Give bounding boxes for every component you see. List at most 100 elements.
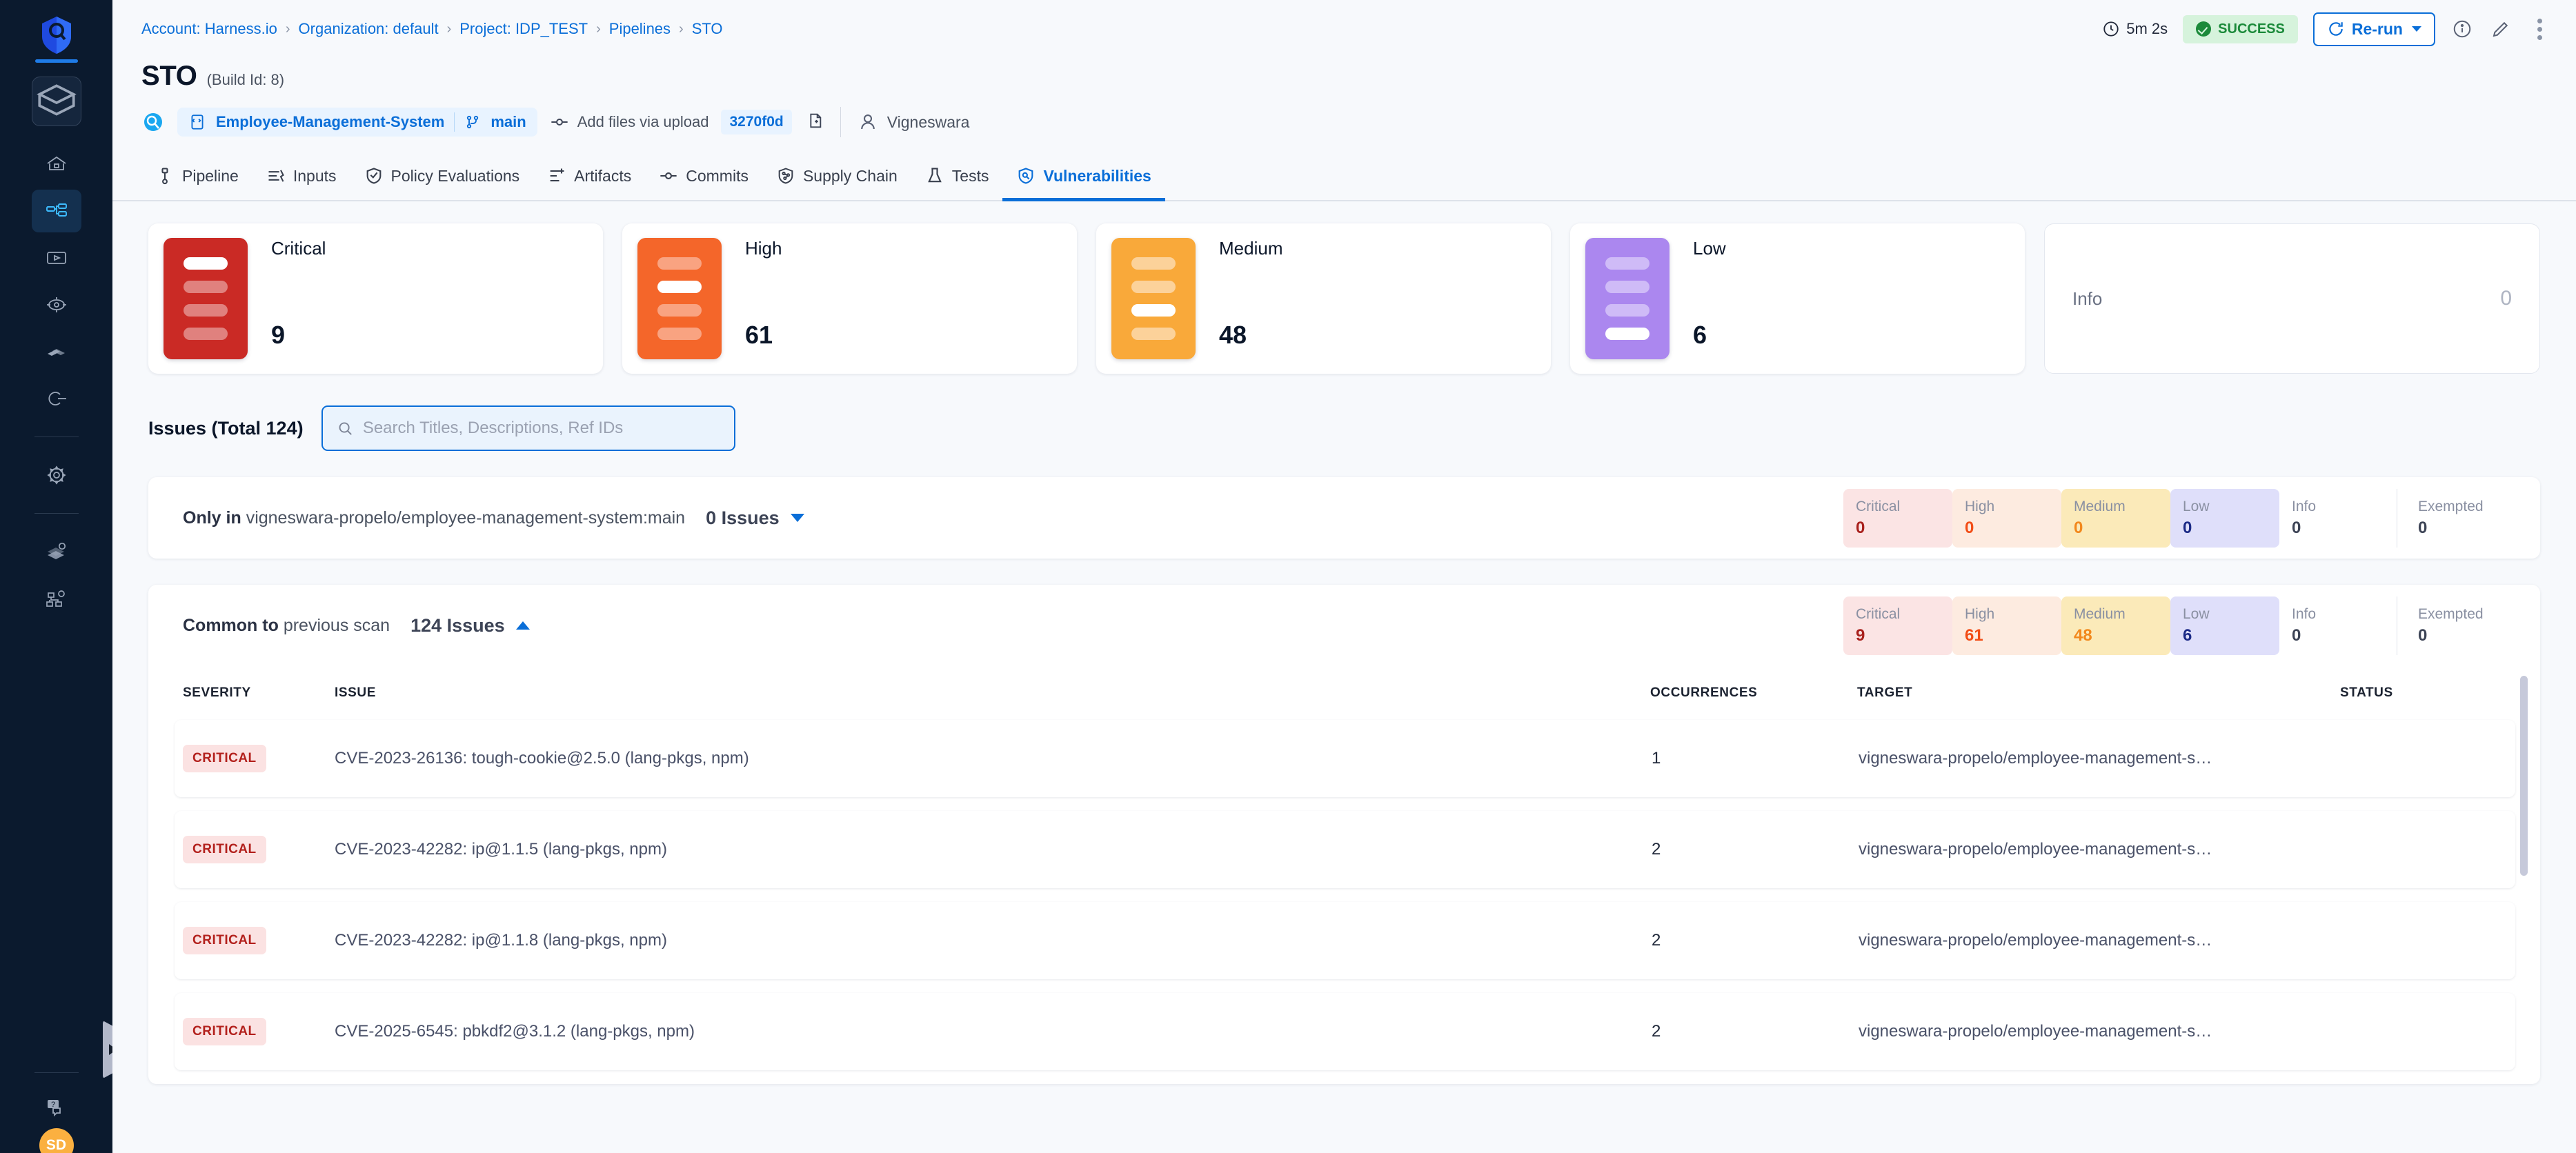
group-header[interactable]: Common to previous scan 124 Issues Criti… [148, 585, 2540, 666]
left-sidebar: ? SD [0, 0, 122, 1153]
pill-high[interactable]: High 0 [1952, 488, 2061, 548]
pill-critical[interactable]: Critical 9 [1843, 596, 1952, 655]
tab-inputs[interactable]: Inputs [252, 157, 350, 201]
pill-critical[interactable]: Critical 0 [1843, 488, 1952, 548]
copy-button[interactable] [804, 111, 824, 134]
repository-chip[interactable]: Employee-Management-System main [177, 108, 537, 137]
severity-count: 6 [1693, 321, 1707, 349]
group-header[interactable]: Only in vigneswara-propelo/employee-mana… [148, 477, 2540, 559]
pill-low[interactable]: Low 6 [2170, 596, 2279, 655]
breadcrumb-account[interactable]: Account: Harness.io [141, 20, 277, 37]
repository-icon [191, 114, 204, 130]
column-header-target: TARGET [1857, 685, 1913, 700]
table-row[interactable]: CRITICAL CVE-2023-42282: ip@1.1.5 (lang-… [175, 811, 2515, 888]
pill-exempted[interactable]: Exempted 0 [2397, 596, 2506, 655]
sidebar-item-settings[interactable] [32, 454, 81, 497]
refresh-icon [2329, 22, 2343, 36]
sidebar-item-triggers[interactable] [32, 377, 81, 420]
sidebar-item-pipelines[interactable] [31, 190, 81, 232]
tab-pipeline[interactable]: Pipeline [141, 157, 252, 201]
chevron-down-icon[interactable] [790, 514, 804, 522]
severity-card-medium[interactable]: Medium 48 [1096, 223, 1551, 374]
issues-table: SEVERITY ISSUE OCCURRENCES TARGET STATUS… [148, 666, 2540, 1084]
layers-slash-icon [47, 349, 65, 356]
pill-value: 0 [2074, 518, 2083, 537]
severity-card-critical[interactable]: Critical 9 [148, 223, 603, 374]
pill-label: Medium [2074, 498, 2126, 514]
breadcrumb-pipelines[interactable]: Pipelines [608, 20, 671, 37]
target: vigneswara-propelo/employee-management-s… [1859, 840, 2212, 859]
sidebar-item-executions[interactable] [32, 237, 81, 279]
severity-level-icon [1111, 238, 1196, 359]
tab-commits[interactable]: Commits [645, 157, 762, 201]
pill-exempted[interactable]: Exempted 0 [2397, 488, 2506, 548]
sidebar-item-environments[interactable] [32, 330, 81, 373]
table-row[interactable]: CRITICAL CVE-2025-6545: pbkdf2@3.1.2 (la… [175, 993, 2515, 1070]
sidebar-item-help[interactable]: ? [32, 1085, 81, 1128]
target: vigneswara-propelo/employee-management-s… [1859, 1022, 2212, 1041]
breadcrumb-sto[interactable]: STO [691, 20, 723, 37]
severity-card-high[interactable]: High 61 [622, 223, 1077, 374]
table-row[interactable]: CRITICAL CVE-2023-26136: tough-cookie@2.… [175, 720, 2515, 797]
severity-card-info[interactable]: Info 0 [2044, 223, 2540, 374]
meta-divider [840, 107, 841, 137]
group-issue-count: 124 Issues [410, 614, 505, 636]
layers-gear-icon [47, 542, 66, 559]
tab-artifacts[interactable]: Artifacts [533, 157, 645, 201]
tab-tests[interactable]: Tests [911, 157, 1003, 201]
execution-duration: 5m 2s [2102, 20, 2168, 38]
commit-sha[interactable]: 3270f0d [721, 110, 792, 134]
pill-info[interactable]: Info 0 [2279, 596, 2388, 655]
pill-value: 0 [2183, 518, 2192, 537]
trigger-source-icon [141, 110, 165, 134]
flask-icon [927, 168, 942, 183]
more-options-button[interactable] [2528, 17, 2551, 41]
severity-badge: CRITICAL [183, 1018, 266, 1045]
tab-supply-chain[interactable]: Supply Chain [762, 157, 911, 201]
sidebar-item-home[interactable] [32, 143, 81, 186]
rerun-button[interactable]: Re-run [2312, 12, 2435, 46]
occurrences: 2 [1652, 931, 1661, 950]
group-severity-pills: Critical 0 High 0 Medium 0 Low [1843, 488, 2506, 548]
execution-meta: Employee-Management-System main Add file… [112, 92, 2576, 137]
avatar[interactable]: SD [39, 1128, 74, 1153]
column-header-status: STATUS [2340, 685, 2393, 700]
cube-icon [36, 84, 77, 116]
top-bar: Account: Harness.io › Organization: defa… [112, 0, 2576, 58]
search-box[interactable] [321, 405, 735, 451]
org-gear-icon [46, 590, 65, 607]
severity-count: 48 [1219, 321, 1247, 349]
breadcrumb-project[interactable]: Project: IDP_TEST [459, 20, 588, 37]
chevron-up-icon[interactable] [515, 621, 530, 630]
edit-button[interactable] [2489, 17, 2513, 41]
severity-badge: CRITICAL [183, 745, 266, 772]
pill-label: Medium [2074, 605, 2126, 622]
column-header-severity: SEVERITY [183, 685, 251, 700]
search-input[interactable] [362, 419, 720, 438]
severity-card-low[interactable]: Low 6 [1570, 223, 2025, 374]
severity-label: Info [2072, 288, 2103, 309]
sidebar-item-module-picker[interactable] [31, 77, 81, 126]
sidebar-item-resources[interactable] [32, 530, 81, 573]
tab-vulnerabilities[interactable]: Vulnerabilities [1002, 157, 1165, 201]
table-row[interactable]: CRITICAL CVE-2023-42282: ip@1.1.8 (lang-… [175, 902, 2515, 979]
harness-logo-icon[interactable] [41, 15, 72, 55]
tab-policy-evaluations[interactable]: Policy Evaluations [350, 157, 534, 201]
breadcrumb-organization[interactable]: Organization: default [298, 20, 439, 37]
severity-count: 0 [2500, 287, 2512, 310]
pill-label: Low [2183, 605, 2210, 622]
severity-label: Critical [271, 238, 326, 259]
sidebar-item-targets[interactable] [32, 283, 81, 326]
pill-info[interactable]: Info 0 [2279, 489, 2388, 548]
pill-medium[interactable]: Medium 48 [2061, 596, 2170, 655]
pill-low[interactable]: Low 0 [2170, 488, 2279, 548]
severity-label: Low [1693, 238, 1726, 259]
pill-high[interactable]: High 61 [1952, 596, 2061, 655]
vertical-scrollbar[interactable] [2520, 676, 2528, 876]
issue-title: CVE-2023-26136: tough-cookie@2.5.0 (lang… [335, 749, 749, 768]
pill-value: 9 [1856, 625, 1865, 645]
info-button[interactable] [2450, 17, 2474, 41]
pill-medium[interactable]: Medium 0 [2061, 488, 2170, 548]
inputs-icon [268, 170, 284, 182]
sidebar-item-connectors[interactable] [32, 577, 81, 620]
